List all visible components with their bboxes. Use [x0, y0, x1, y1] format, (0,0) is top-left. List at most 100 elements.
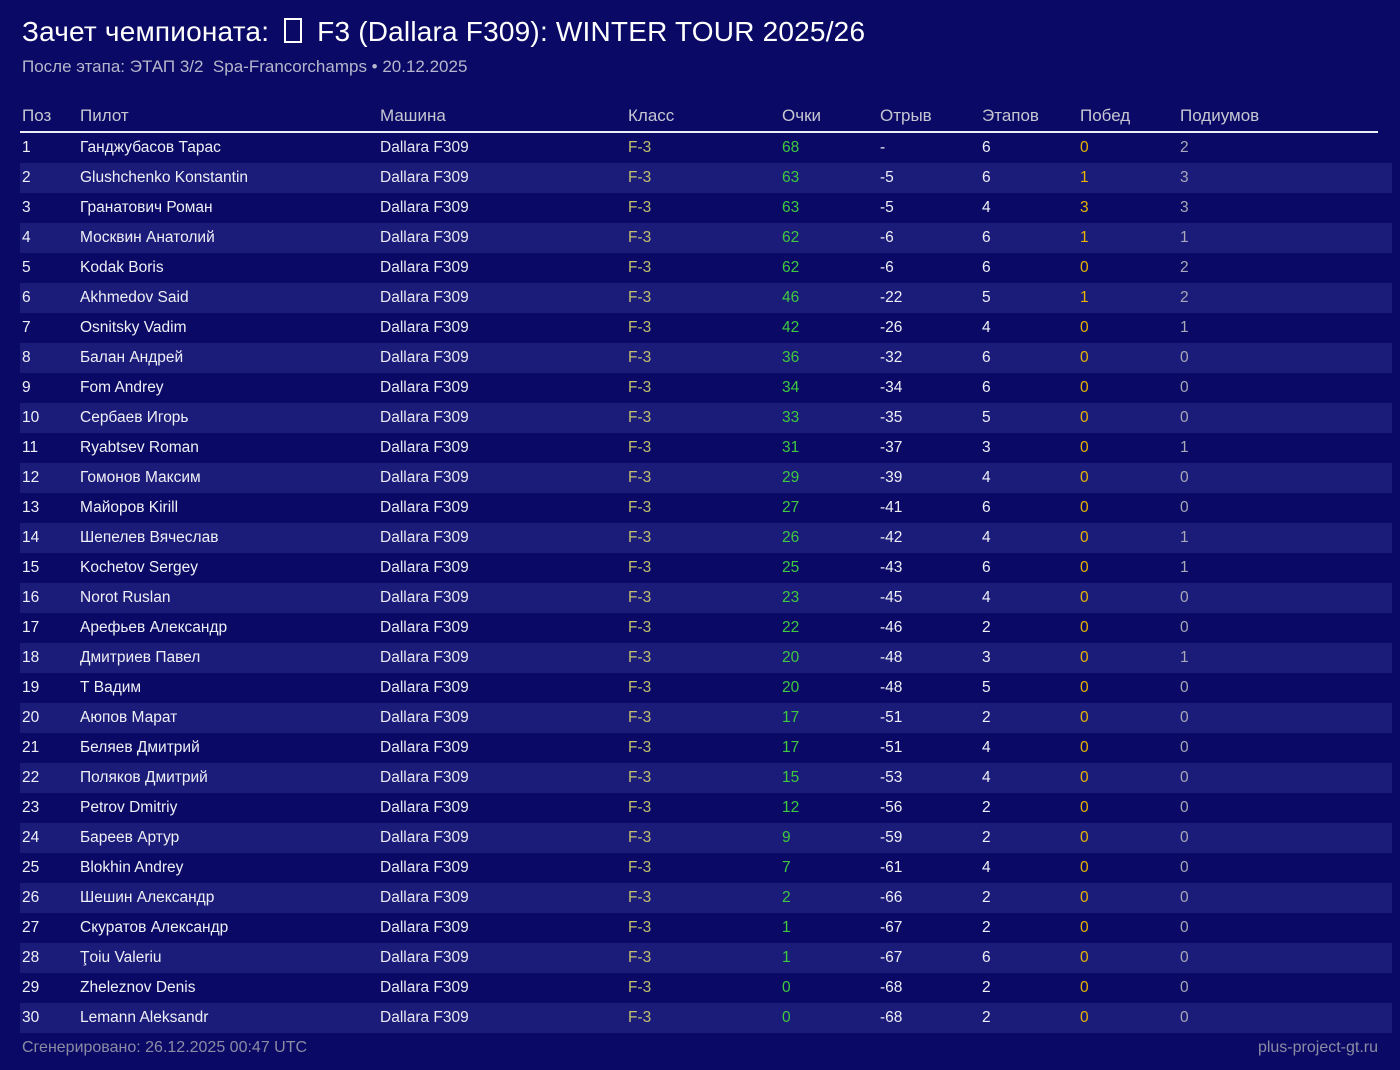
cell-stages: 4 — [982, 199, 991, 216]
cell-pos: 28 — [22, 949, 40, 966]
cell-car: Dallara F309 — [380, 679, 469, 696]
cell-pilot: Kochetov Sergey — [80, 559, 199, 576]
cell-podiums: 0 — [1180, 619, 1189, 636]
table-row: 24 Бареев Артур Dallara F309 F-3 9 -59 2 0 0 — [20, 823, 1392, 853]
cell-wins: 0 — [1080, 619, 1089, 636]
cell-car: Dallara F309 — [380, 499, 469, 516]
cell-car: Dallara F309 — [380, 889, 469, 906]
cell-points: 36 — [782, 349, 800, 366]
cell-wins: 0 — [1080, 859, 1089, 876]
column-header-pos: Поз — [22, 106, 52, 125]
column-header-stages: Этапов — [982, 106, 1039, 125]
table-row: 10 Сербаев Игорь Dallara F309 F-3 33 -35 5 0 0 — [20, 403, 1392, 433]
table-row: 23 Petrov Dmitriy Dallara F309 F-3 12 -56 2 0 0 — [20, 793, 1392, 823]
cell-pos: 5 — [22, 259, 31, 276]
cell-pos: 20 — [22, 709, 40, 726]
cell-pilot: Сербаев Игорь — [80, 409, 189, 426]
cell-class: F-3 — [628, 919, 652, 936]
cell-stages: 5 — [982, 409, 991, 426]
cell-pos: 2 — [22, 169, 31, 186]
cell-class: F-3 — [628, 799, 652, 816]
cell-wins: 0 — [1080, 889, 1089, 906]
cell-gap: -45 — [880, 589, 903, 606]
cell-car: Dallara F309 — [380, 319, 469, 336]
flag-missing-glyph-icon — [284, 18, 303, 43]
cell-pos: 12 — [22, 469, 40, 486]
cell-points: 1 — [782, 949, 791, 966]
cell-wins: 0 — [1080, 379, 1089, 396]
cell-stages: 2 — [982, 619, 991, 636]
cell-pilot: Osnitsky Vadim — [80, 319, 187, 336]
cell-pilot: Аюпов Марат — [80, 709, 178, 726]
cell-class: F-3 — [628, 499, 652, 516]
cell-pos: 19 — [22, 679, 40, 696]
cell-points: 63 — [782, 169, 800, 186]
cell-podiums: 3 — [1180, 169, 1189, 186]
cell-wins: 1 — [1080, 229, 1089, 246]
cell-stages: 5 — [982, 289, 991, 306]
cell-pos: 7 — [22, 319, 31, 336]
cell-stages: 2 — [982, 709, 991, 726]
table-row: 22 Поляков Дмитрий Dallara F309 F-3 15 -53 4 0 0 — [20, 763, 1392, 793]
column-header-wins: Побед — [1080, 106, 1131, 125]
cell-stages: 6 — [982, 229, 991, 246]
cell-pilot: Дмитриев Павел — [80, 649, 201, 666]
cell-points: 9 — [782, 829, 791, 846]
cell-podiums: 0 — [1180, 859, 1189, 876]
cell-class: F-3 — [628, 739, 652, 756]
cell-gap: -32 — [880, 349, 903, 366]
table-row: 26 Шешин Александр Dallara F309 F-3 2 -66 2 0 0 — [20, 883, 1392, 913]
cell-gap: -26 — [880, 319, 903, 336]
cell-points: 42 — [782, 319, 800, 336]
title-suffix: F3 (Dallara F309): WINTER TOUR 2025/26 — [309, 16, 866, 47]
cell-podiums: 0 — [1180, 889, 1189, 906]
cell-gap: -48 — [880, 649, 903, 666]
cell-pos: 17 — [22, 619, 40, 636]
cell-gap: -6 — [880, 229, 894, 246]
cell-podiums: 0 — [1180, 949, 1189, 966]
cell-class: F-3 — [628, 559, 652, 576]
cell-class: F-3 — [628, 679, 652, 696]
cell-class: F-3 — [628, 949, 652, 966]
cell-car: Dallara F309 — [380, 949, 469, 966]
cell-points: 27 — [782, 499, 800, 516]
cell-podiums: 0 — [1180, 349, 1189, 366]
cell-wins: 0 — [1080, 469, 1089, 486]
cell-stages: 2 — [982, 829, 991, 846]
cell-points: 12 — [782, 799, 800, 816]
generated-timestamp: Сгенерировано: 26.12.2025 00:47 UTC — [22, 1039, 308, 1056]
cell-wins: 0 — [1080, 439, 1089, 456]
table-row: 13 Майоров Kirill Dallara F309 F-3 27 -41 6 0 0 — [20, 493, 1392, 523]
cell-podiums: 0 — [1180, 709, 1189, 726]
cell-gap: -53 — [880, 769, 903, 786]
cell-pos: 8 — [22, 349, 31, 366]
cell-class: F-3 — [628, 529, 652, 546]
cell-pos: 6 — [22, 289, 31, 306]
cell-podiums: 1 — [1180, 229, 1189, 246]
cell-wins: 0 — [1080, 979, 1089, 996]
cell-pos: 16 — [22, 589, 40, 606]
cell-class: F-3 — [628, 619, 652, 636]
cell-points: 0 — [782, 1009, 791, 1026]
cell-gap: -46 — [880, 619, 903, 636]
cell-stages: 4 — [982, 859, 991, 876]
cell-points: 68 — [782, 139, 800, 156]
cell-pilot: Майоров Kirill — [80, 499, 179, 516]
cell-gap: -51 — [880, 709, 903, 726]
cell-pos: 11 — [22, 439, 39, 456]
cell-car: Dallara F309 — [380, 139, 469, 156]
site-link[interactable]: plus-project-gt.ru — [1257, 1039, 1378, 1056]
table-row: 27 Скуратов Александр Dallara F309 F-3 1 -67 2… — [20, 913, 1392, 943]
cell-gap: -6 — [880, 259, 894, 276]
cell-podiums: 0 — [1180, 379, 1189, 396]
cell-car: Dallara F309 — [380, 409, 469, 426]
cell-podiums: 0 — [1180, 679, 1189, 696]
cell-points: 62 — [782, 229, 800, 246]
table-row: 18 Дмитриев Павел Dallara F309 F-3 20 -48 3 0 1 — [20, 643, 1392, 673]
cell-stages: 4 — [982, 319, 991, 336]
cell-class: F-3 — [628, 169, 652, 186]
cell-class: F-3 — [628, 589, 652, 606]
cell-gap: -67 — [880, 949, 903, 966]
cell-points: 25 — [782, 559, 800, 576]
